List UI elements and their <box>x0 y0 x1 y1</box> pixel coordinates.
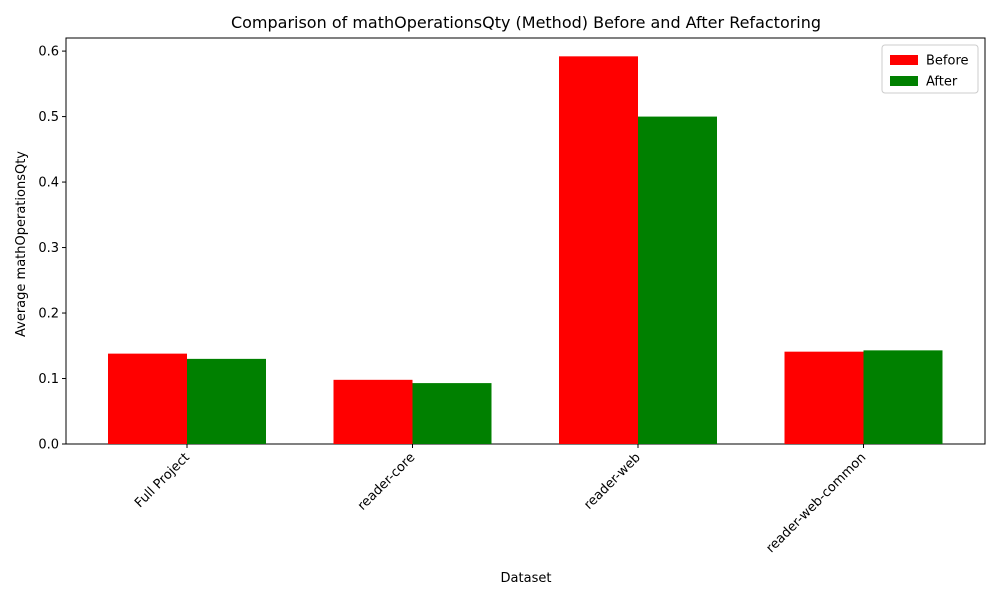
y-tick-label: 0.1 <box>38 372 59 387</box>
x-tick-label: reader-web <box>581 450 643 512</box>
legend-swatch-before <box>890 55 918 65</box>
bar-before-reader-web-common <box>784 351 864 444</box>
x-axis: Full Project reader-core reader-web reader-… <box>132 444 869 556</box>
bar-before-reader-web <box>559 56 638 445</box>
y-axis-label: Average mathOperationsQty <box>14 151 29 337</box>
y-tick-label: 0.0 <box>38 438 59 453</box>
legend: Before After <box>881 44 979 94</box>
plot-frame <box>65 37 986 445</box>
plot-area <box>65 37 986 445</box>
bar-after-reader-core <box>412 383 492 444</box>
y-tick-label: 0.3 <box>38 241 59 256</box>
bar-before-reader-core <box>333 379 413 444</box>
legend-label-after: After <box>926 75 958 90</box>
bar-after-reader-web-common <box>863 350 943 444</box>
x-tick-label: reader-web-common <box>763 450 869 556</box>
bars <box>108 56 943 445</box>
y-tick-label: 0.5 <box>38 110 59 125</box>
y-axis: 0.0 0.1 0.2 0.3 0.4 0.5 0.6 <box>38 45 66 453</box>
y-tick-label: 0.6 <box>38 45 59 60</box>
bar-after-full-project <box>187 358 266 444</box>
legend-swatch-after <box>890 76 918 86</box>
y-tick-label: 0.2 <box>38 307 59 322</box>
bar-after-reader-web <box>638 116 717 445</box>
x-axis-label: Dataset <box>501 571 552 586</box>
legend-label-before: Before <box>926 54 969 69</box>
y-tick-label: 0.4 <box>38 176 59 191</box>
x-tick-label: reader-core <box>355 450 418 513</box>
x-tick-label: Full Project <box>132 450 193 511</box>
chart-title: Comparison of mathOperationsQty (Method)… <box>231 13 821 32</box>
bar-before-full-project <box>108 353 187 444</box>
